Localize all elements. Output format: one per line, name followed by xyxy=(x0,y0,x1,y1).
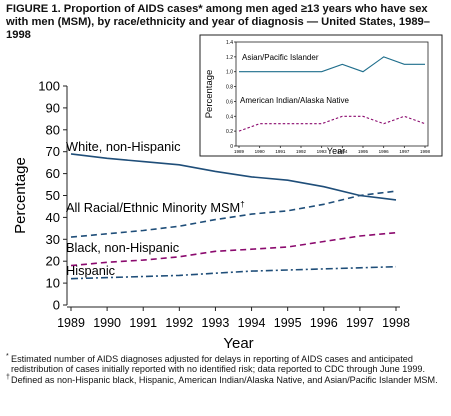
main-x-tick-label: 1998 xyxy=(382,316,410,330)
main-x-tick-label: 1991 xyxy=(129,316,157,330)
main-y-tick-label: 80 xyxy=(46,122,60,137)
inset-plot-area xyxy=(235,41,429,147)
main-series-line-1 xyxy=(70,190,397,238)
footnote-2: † Defined as non-Hispanic black, Hispanic… xyxy=(6,373,446,385)
figure-title: FIGURE 1. Proportion of AIDS cases* amon… xyxy=(6,3,430,41)
main-y-tick-label: 30 xyxy=(46,232,60,247)
main-y-tick-label: 100 xyxy=(38,79,60,94)
main-y-axis-title: Percentage xyxy=(12,157,29,234)
main-y-tick-label: 20 xyxy=(46,254,60,269)
inset-y-tick-label: 1.4 xyxy=(226,40,233,46)
main-series-label-1: All Racial/Ethnic Minority MSM† xyxy=(66,200,245,215)
main-y-tick-label: 70 xyxy=(46,144,60,159)
main-y-tick-label: 60 xyxy=(46,166,60,181)
main-series-line-0 xyxy=(70,153,397,201)
main-series-line-2 xyxy=(70,231,397,267)
footnotes: * Estimated number of AIDS diagnoses adju… xyxy=(6,353,446,385)
inset-x-tick-label: 1997 xyxy=(399,149,410,154)
inset-y-tick-label: 0.6 xyxy=(226,99,233,105)
inset-x-tick-label: 1996 xyxy=(379,149,390,154)
inset-x-tick-label: 1993 xyxy=(317,149,328,154)
main-x-tick-label: 1989 xyxy=(57,316,85,330)
inset-x-axis-title: Year xyxy=(327,146,345,156)
inset-x-tick-label: 1991 xyxy=(275,149,286,154)
inset-x-tick-label: 1994 xyxy=(337,149,348,154)
main-y-tick-label: 40 xyxy=(46,210,60,225)
inset-x-tick-label: 1989 xyxy=(234,149,245,154)
inset-series-label-0: Asian/Pacific Islander xyxy=(242,53,319,62)
inset-y-tick-label: 0.4 xyxy=(226,114,233,120)
footnote-2-mark: † xyxy=(6,373,10,381)
footnote-1-text: Estimated number of AIDS diagnoses adjus… xyxy=(11,354,425,375)
inset-frame xyxy=(199,34,443,157)
main-x-tick-label: 1993 xyxy=(202,316,230,330)
main-series-label-mark: † xyxy=(240,200,244,209)
inset-series-line-0 xyxy=(239,56,425,73)
main-series-label-3: Hispanic xyxy=(66,263,116,278)
inset-y-tick-label: 0.8 xyxy=(226,85,233,91)
main-x-tick-label: 1997 xyxy=(346,316,374,330)
main-series-label-2: Black, non-Hispanic xyxy=(66,240,180,255)
main-x-tick-label: 1990 xyxy=(93,316,121,330)
main-x-tick-label: 1994 xyxy=(238,316,266,330)
inset-y-tick-label: 1.0 xyxy=(226,70,233,76)
main-x-tick-label: 1995 xyxy=(274,316,302,330)
inset-series-label-1: American Indian/Alaska Native xyxy=(240,96,349,105)
inset-y-tick-label: 0.2 xyxy=(226,129,233,135)
inset-y-tick-label: 1.2 xyxy=(226,55,233,61)
inset-x-tick-label: 1995 xyxy=(358,149,369,154)
main-x-tick-label: 1996 xyxy=(310,316,338,330)
footnote-1: * Estimated number of AIDS diagnoses adju… xyxy=(6,353,446,375)
inset-y-axis-title: Percentage xyxy=(204,70,215,119)
inset-series-line-1 xyxy=(238,115,426,132)
footnote-1-mark: * xyxy=(6,353,9,360)
main-y-tick-label: 90 xyxy=(46,100,60,115)
inset-x-tick-label: 1992 xyxy=(296,149,307,154)
main-y-tick-label: 0 xyxy=(53,298,60,313)
main-y-tick-label: 50 xyxy=(46,188,60,203)
main-x-tick-label: 1992 xyxy=(165,316,193,330)
inset-x-tick-label: 1990 xyxy=(255,149,266,154)
main-series-label-0: White, non-Hispanic xyxy=(66,139,181,154)
footnote-2-text: Defined as non-Hispanic black, Hispanic,… xyxy=(11,374,438,385)
main-y-tick-label: 10 xyxy=(46,276,60,291)
main-series-line-3 xyxy=(70,265,397,280)
inset-x-tick-label: 1998 xyxy=(420,149,431,154)
main-x-axis-title: Year xyxy=(223,335,253,352)
inset-y-tick-label: 0 xyxy=(230,144,233,150)
